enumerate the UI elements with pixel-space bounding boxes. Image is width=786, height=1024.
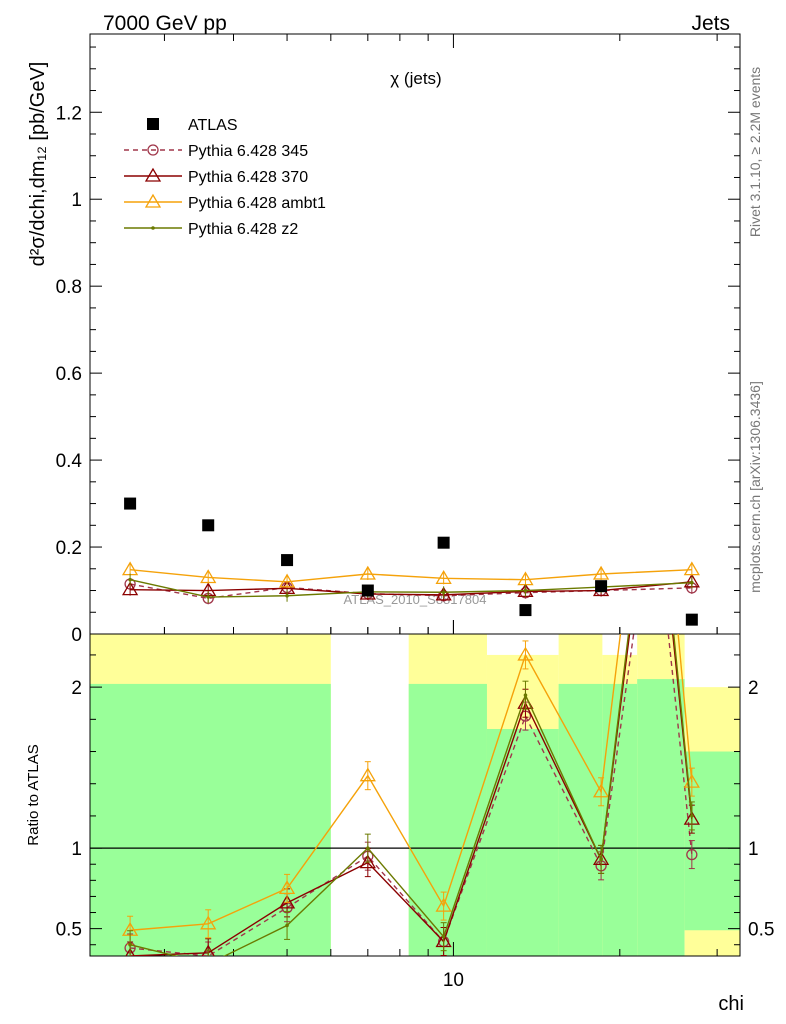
main-series-line-3	[129, 578, 692, 598]
ratio-series-point	[201, 944, 215, 956]
main-series-point	[200, 569, 217, 584]
y-axis-label-ratio: Ratio to ATLAS	[25, 744, 42, 845]
main-series-point	[278, 573, 296, 588]
header-left: 7000 GeV pp	[103, 12, 227, 35]
y-tick-label: 0.8	[56, 277, 82, 298]
main-series-point	[683, 561, 700, 576]
ratio-tick-label-right: 1	[748, 839, 759, 860]
y-tick-label: 0.2	[56, 538, 82, 559]
watermark: ATLAS_2010_S8817804	[344, 592, 487, 607]
ratio-series-point	[128, 942, 132, 947]
main-series-point	[441, 590, 446, 595]
ratio-tick-label-left: 2	[71, 678, 82, 699]
main-plot	[121, 497, 700, 626]
legend-marker-2	[144, 193, 162, 208]
x-tick-label: 10	[443, 970, 464, 991]
main-series-point	[359, 565, 376, 580]
band-green-4	[558, 683, 603, 956]
main-series-point	[285, 593, 289, 598]
legend-label-2: Pythia 6.428 ambt1	[188, 195, 326, 212]
ratio-series-point	[359, 854, 376, 869]
ratio-series-point	[599, 857, 603, 862]
main-series-point	[206, 595, 211, 599]
ratio-tick-label-right: 2	[748, 678, 759, 699]
main-series-point	[435, 570, 452, 584]
band-green-5	[602, 683, 638, 956]
legend-label-3: Pythia 6.428 z2	[188, 221, 298, 238]
ratio-series-point	[690, 814, 694, 818]
axes: 0 0.2 0.4 0.6 0.8 1 1.2 0.5 0.5 1 1 2 2 10	[56, 34, 774, 991]
y-tick-label: 0.6	[56, 364, 82, 385]
ratio-series-point	[517, 646, 534, 661]
chart-title: χ (jets)	[390, 69, 441, 88]
data-point	[685, 613, 698, 626]
ratio-tick-label-left: 0.5	[56, 920, 82, 941]
band-green-3	[486, 728, 559, 956]
main-series-point	[523, 588, 528, 593]
ratio-series-point	[366, 846, 370, 850]
header-right: Jets	[691, 12, 730, 35]
ratio-tick-label-right: 0.5	[748, 920, 774, 941]
main-series-point	[690, 580, 694, 585]
data-point	[281, 554, 294, 567]
data-point	[437, 536, 450, 549]
main-series-line-1	[130, 581, 692, 596]
mcplots-label: mcplots.cern.ch [arXiv:1306.3436]	[747, 381, 763, 593]
y-tick-label: 0	[71, 625, 82, 646]
legend-marker-data	[147, 118, 159, 130]
ratio-series-point	[435, 897, 452, 912]
main-series-point	[435, 586, 452, 601]
y-tick-label: 0.4	[56, 451, 83, 472]
ratio-series-point	[285, 923, 289, 928]
data-point	[124, 497, 137, 510]
y-tick-label: 1.2	[56, 103, 82, 124]
main-series-point	[128, 577, 132, 582]
ratio-series-point	[278, 894, 296, 909]
legend-label-data: ATLAS	[188, 117, 238, 134]
ratio-series-point	[125, 947, 135, 956]
legend: ATLAS Pythia 6.428 345 Pythia 6.428 370 Pyt…	[124, 117, 326, 238]
ratio-series-point	[200, 915, 217, 930]
legend-marker-3	[151, 226, 155, 230]
y-tick-label: 1	[71, 190, 82, 211]
ratio-series-point	[523, 693, 528, 697]
legend-marker-1	[144, 167, 162, 182]
data-point	[202, 519, 215, 532]
ratio-bands	[90, 634, 740, 956]
main-series-point	[121, 581, 139, 596]
main-series-line-2	[130, 568, 692, 583]
data-point	[519, 604, 532, 617]
rivet-label: Rivet 3.1.10, ≥ 2.2M events	[747, 67, 763, 237]
ratio-frame	[89, 633, 741, 957]
y-axis-label-main: d²σ/dchi,dm₁₂ [pb/GeV]	[27, 62, 49, 267]
ratio-series-point	[278, 880, 296, 895]
ratio-series-point	[359, 767, 376, 782]
x-axis-label: chi	[718, 993, 744, 1015]
band-green-6	[637, 679, 685, 956]
legend-label-0: Pythia 6.428 345	[188, 143, 308, 160]
ratio-series-point	[592, 783, 610, 798]
ratio-series-point	[206, 962, 210, 966]
ratio-plot	[121, 634, 700, 966]
legend-label-1: Pythia 6.428 370	[188, 169, 308, 186]
ratio-series-point	[441, 934, 446, 939]
main-series-point	[592, 565, 610, 580]
band-green-0	[90, 683, 331, 956]
data-point	[595, 580, 608, 593]
ratio-series-point	[686, 848, 698, 861]
data-point	[361, 584, 374, 597]
ratio-tick-label-left: 1	[71, 839, 82, 860]
legend-marker-0	[147, 144, 159, 156]
